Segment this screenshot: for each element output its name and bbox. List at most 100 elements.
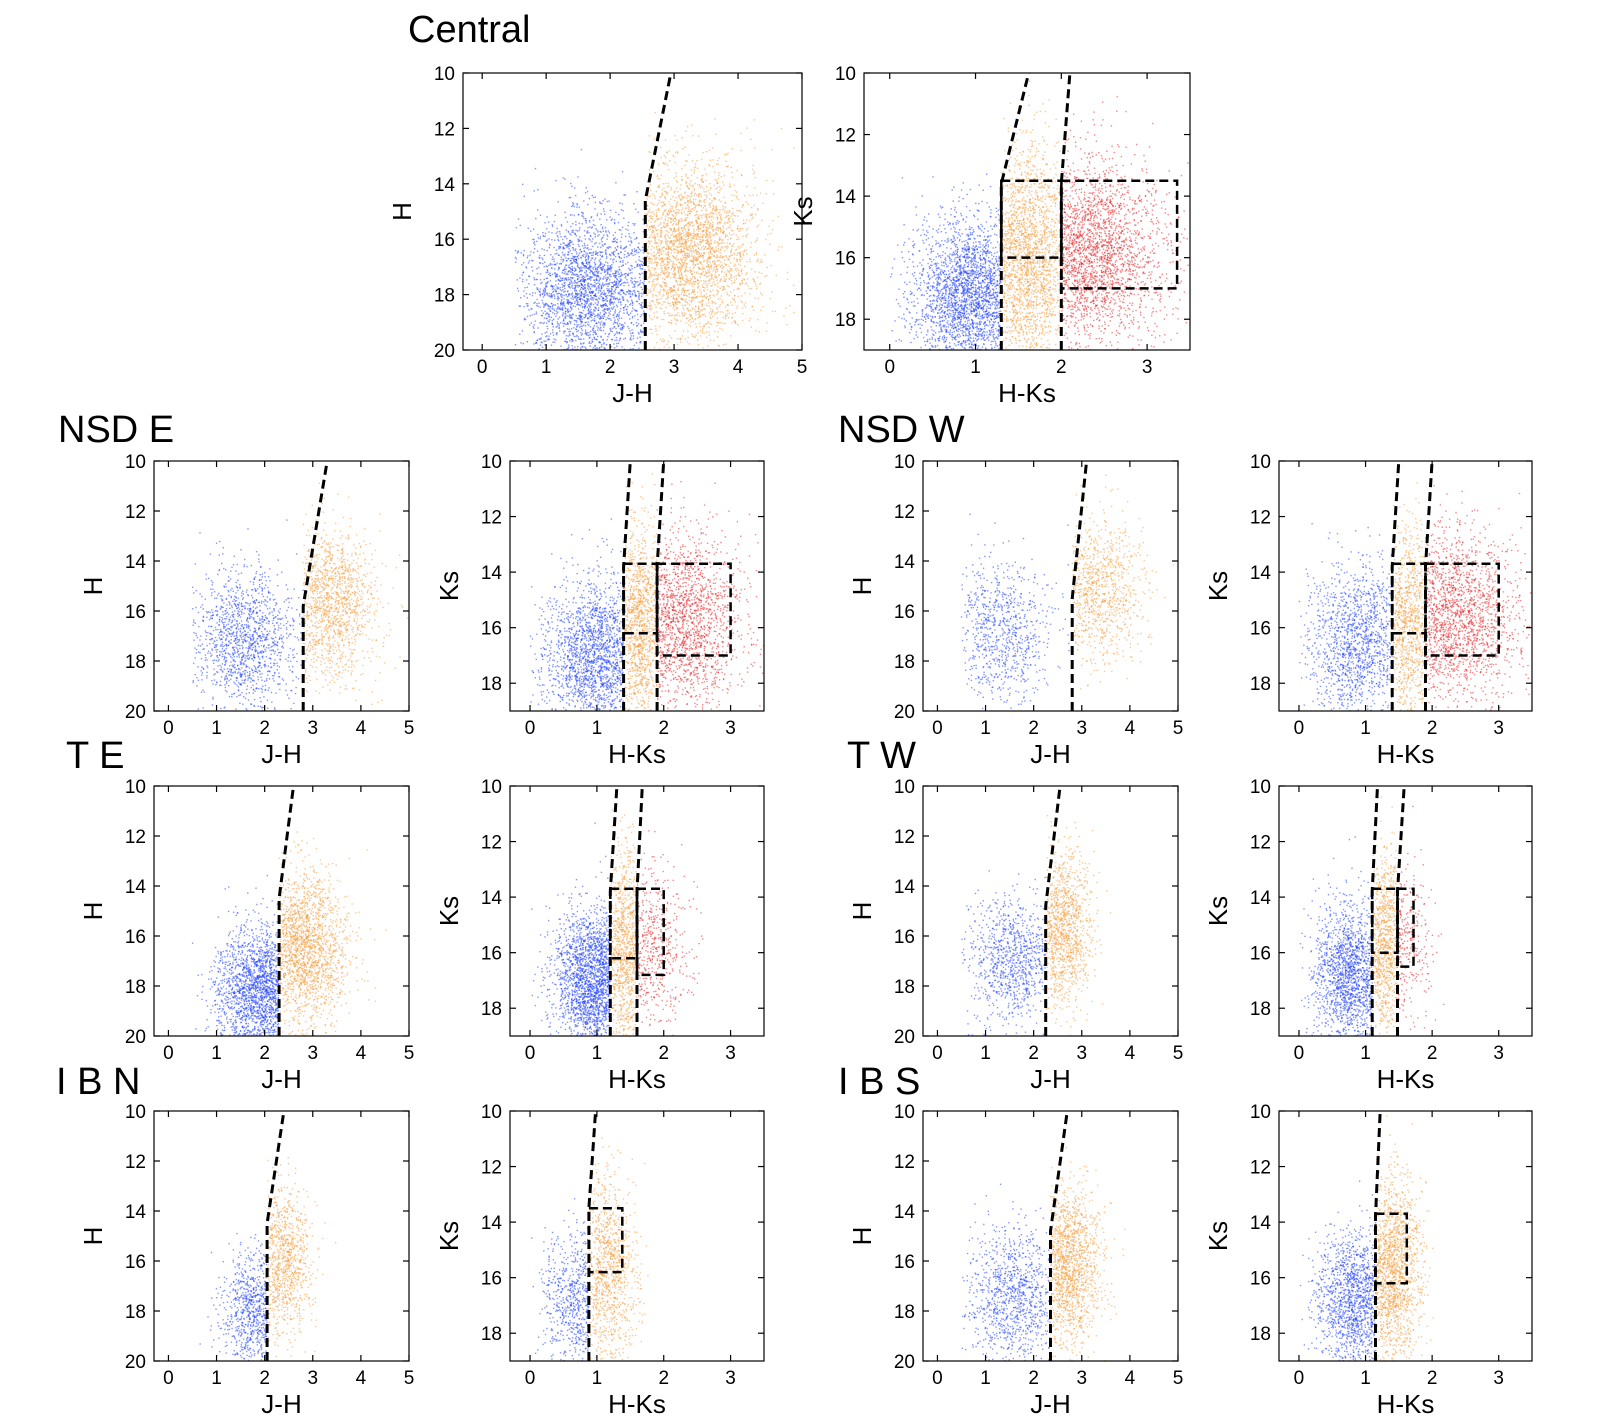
point [576, 325, 579, 328]
point [793, 147, 795, 149]
point [661, 251, 663, 253]
point [554, 304, 556, 306]
point [650, 304, 652, 306]
point [642, 252, 645, 254]
point [656, 295, 658, 297]
point [550, 316, 553, 319]
point [600, 320, 603, 323]
point [580, 292, 582, 294]
point [624, 277, 627, 279]
region-title-central-jh: Central [408, 9, 531, 51]
point [649, 306, 652, 309]
point [589, 264, 591, 266]
point [739, 254, 741, 257]
point [601, 237, 603, 239]
point [564, 271, 566, 273]
point [708, 216, 711, 218]
point [592, 319, 594, 321]
point [530, 322, 532, 324]
point [727, 239, 729, 241]
point [602, 317, 604, 320]
point [769, 243, 771, 246]
point [660, 146, 662, 149]
point [678, 197, 680, 199]
point [545, 303, 548, 305]
point [631, 299, 633, 301]
point [726, 269, 729, 271]
point [793, 284, 795, 286]
point [725, 246, 727, 248]
point [592, 196, 595, 198]
point [655, 274, 658, 276]
point [588, 285, 590, 287]
point [539, 236, 542, 238]
point [620, 284, 622, 286]
point [666, 223, 668, 225]
point [692, 262, 695, 265]
point [597, 309, 600, 311]
point [741, 307, 744, 309]
point [686, 216, 689, 218]
point [691, 253, 693, 255]
point [575, 261, 577, 263]
point [729, 227, 731, 229]
point [745, 219, 748, 221]
point [553, 264, 556, 266]
point [684, 240, 686, 243]
point [764, 254, 766, 256]
point [729, 185, 731, 187]
point [533, 241, 536, 243]
point [752, 164, 754, 167]
point [713, 264, 715, 266]
point [649, 211, 651, 213]
point [620, 257, 623, 259]
point [662, 261, 664, 263]
point [583, 338, 585, 340]
point [658, 301, 660, 304]
point [712, 208, 715, 210]
point [688, 296, 690, 298]
point [598, 287, 601, 289]
y-axis-label: H [387, 202, 417, 221]
point [599, 341, 601, 343]
point [681, 243, 683, 245]
point [681, 219, 683, 221]
point [750, 138, 752, 140]
point [608, 269, 611, 271]
point [648, 172, 651, 174]
point [697, 313, 700, 315]
point [672, 230, 675, 232]
point [738, 247, 740, 249]
point [561, 283, 563, 286]
point [623, 281, 626, 284]
point [549, 333, 552, 335]
point [566, 328, 569, 330]
point [780, 127, 783, 130]
point [571, 214, 573, 216]
point [599, 289, 601, 292]
point [563, 291, 565, 293]
point [745, 236, 747, 238]
point [597, 266, 600, 268]
point [556, 333, 558, 336]
point [609, 299, 612, 301]
point [683, 250, 685, 252]
point [682, 315, 684, 317]
point [585, 289, 587, 292]
point [613, 238, 615, 240]
point [708, 165, 711, 167]
point [639, 336, 641, 338]
point [691, 191, 693, 193]
point [627, 261, 629, 264]
point [614, 255, 617, 258]
point [649, 215, 651, 217]
point [732, 207, 734, 209]
point [715, 266, 717, 269]
point [673, 286, 675, 288]
point [587, 309, 589, 311]
point [692, 264, 695, 266]
point [620, 324, 623, 326]
point [573, 259, 575, 261]
point [737, 245, 739, 248]
